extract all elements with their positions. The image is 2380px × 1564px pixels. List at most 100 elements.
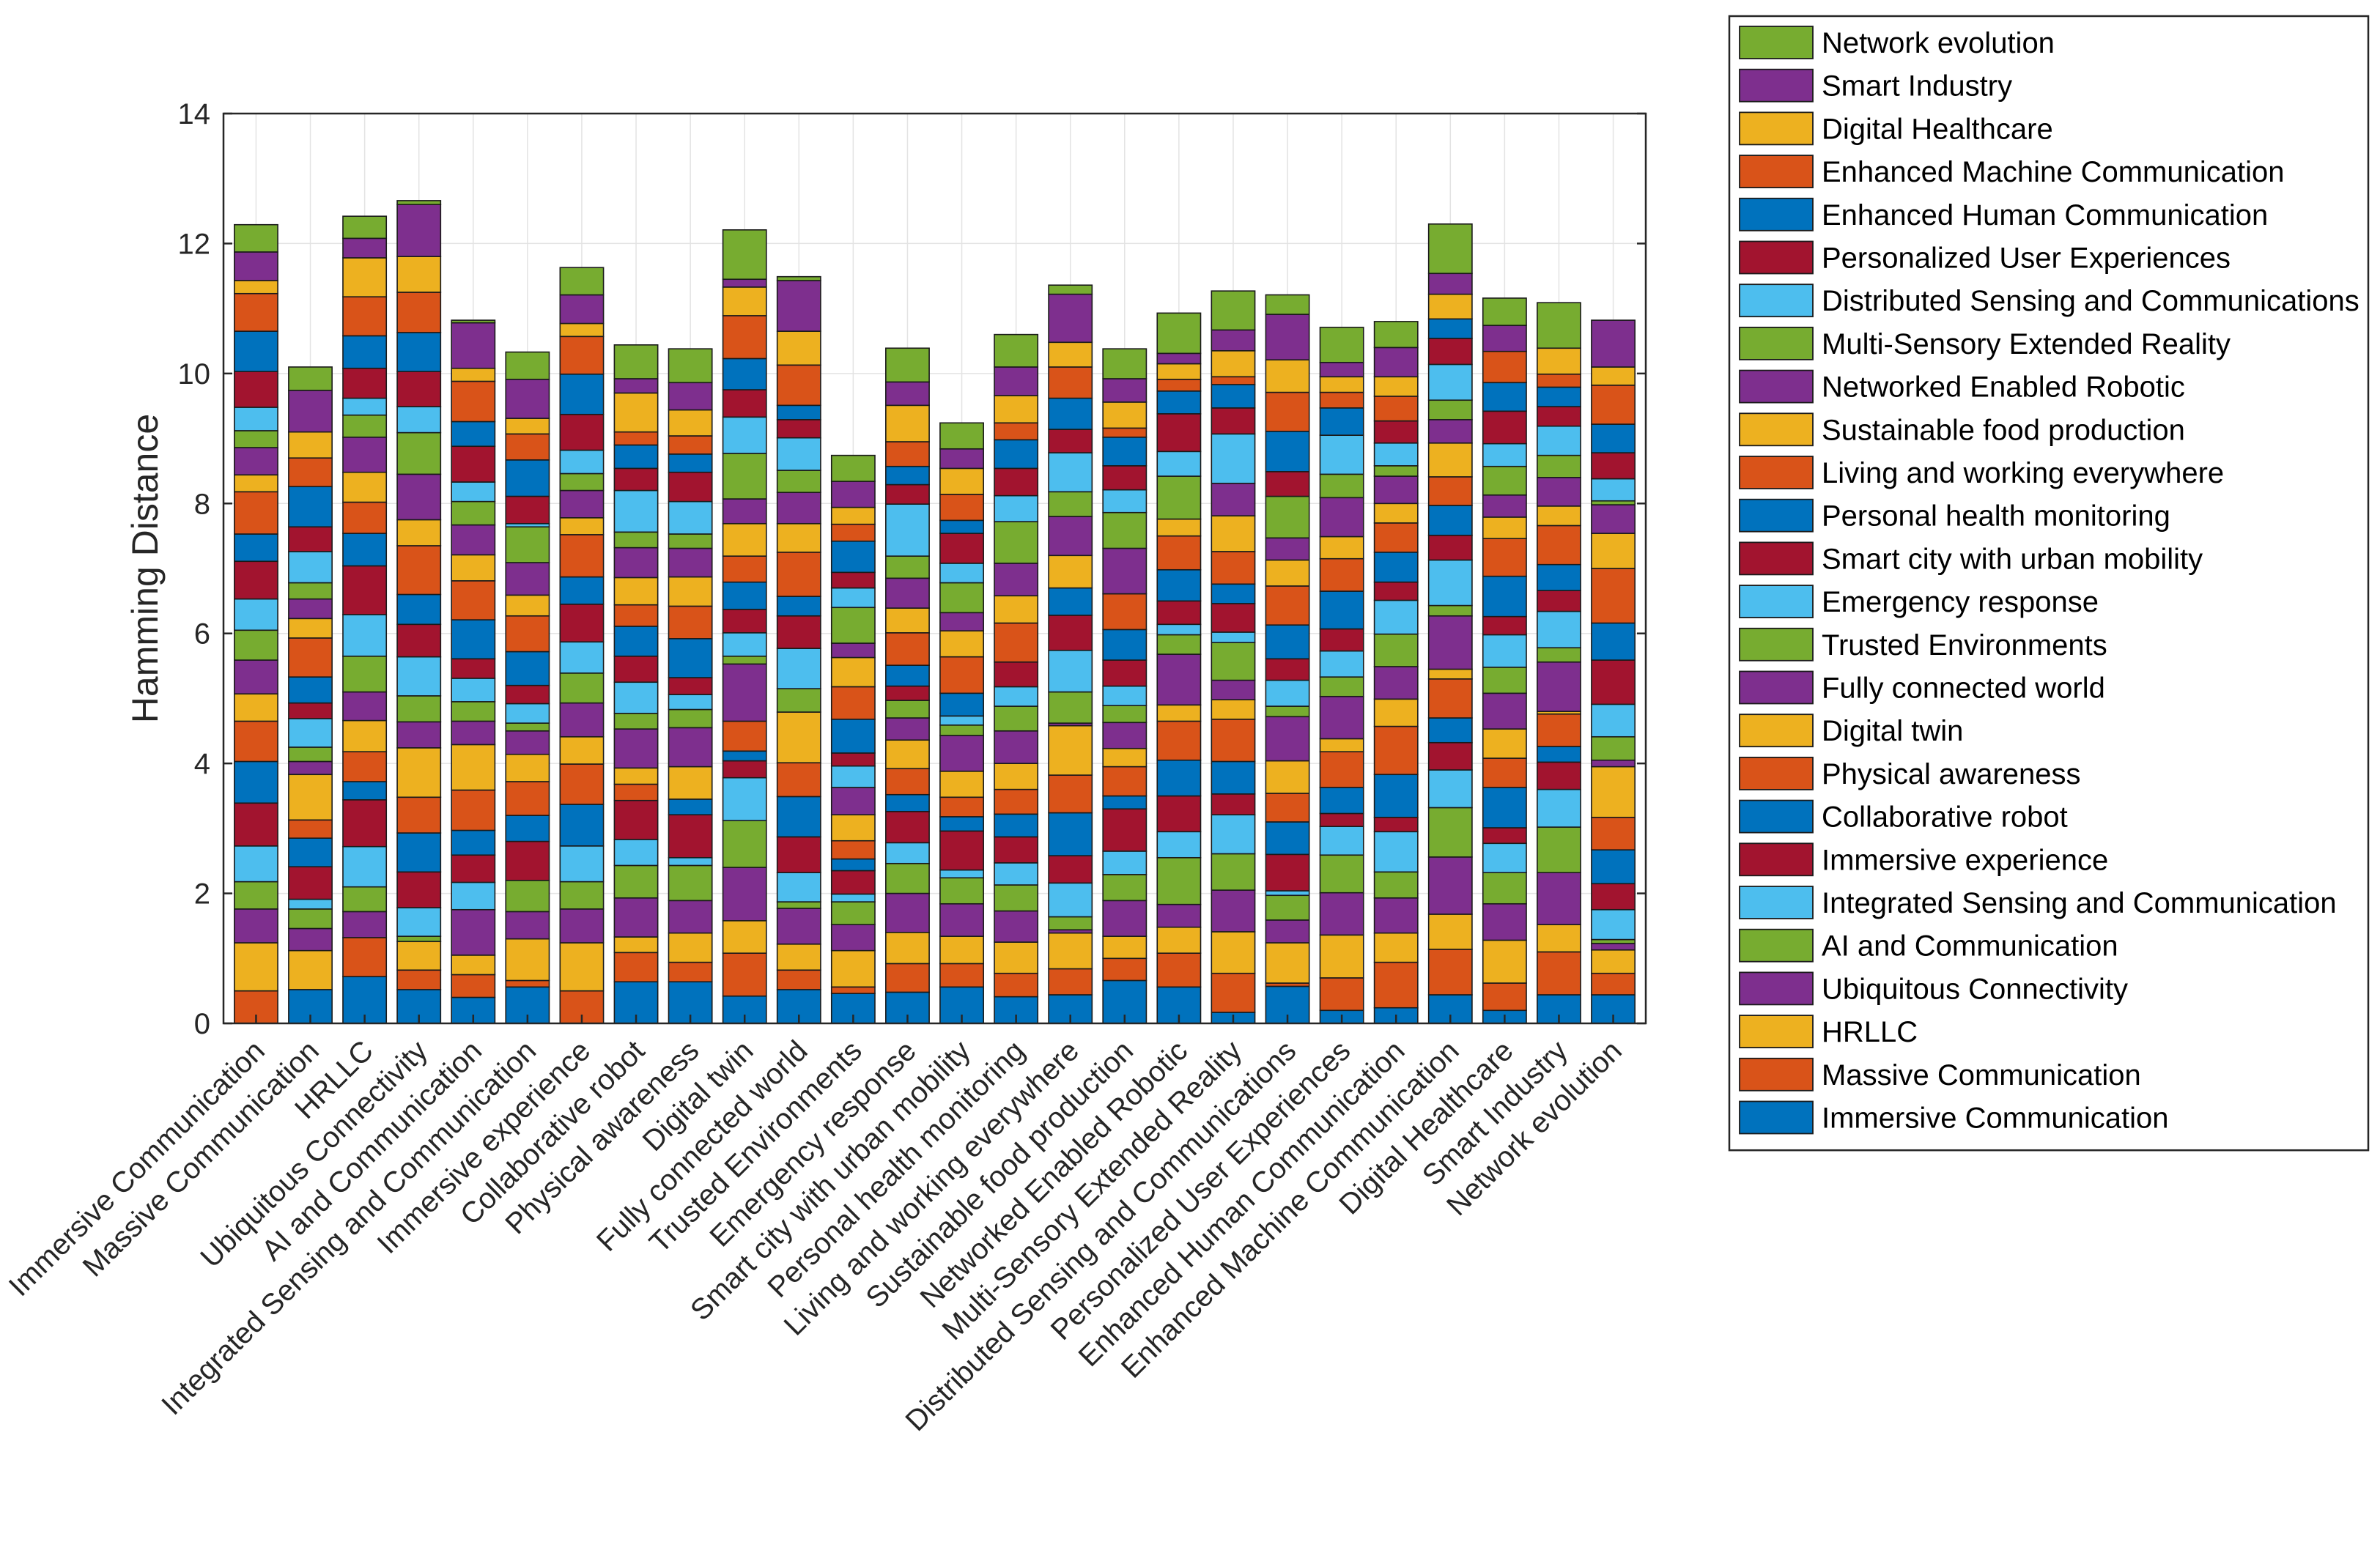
bar-segment [722,820,767,868]
bar-segment [1211,642,1256,681]
bar-segment [1482,494,1527,518]
bar-stack [1211,290,1256,1024]
bar-stack [1591,319,1636,1024]
bar-segment [288,486,333,528]
bar-segment [613,546,659,579]
bar-segment [668,576,713,607]
bar-segment [994,884,1039,912]
bar-segment [939,519,984,534]
bar-segment [559,804,605,847]
bar-segment [613,952,659,983]
bar-segment [668,864,713,902]
legend-item: Personalized User Experiences [1739,240,2231,275]
bar-segment [1591,533,1636,569]
bar-segment [1591,943,1636,951]
bar-segment [1156,390,1202,415]
bar-segment [994,705,1039,732]
bar-segment [885,503,930,557]
bar-segment [885,862,930,894]
legend-item: Distributed Sensing and Communications [1739,283,2359,317]
bar-segment [1265,431,1310,472]
bar-segment [1048,555,1093,589]
bar-segment [1482,350,1527,384]
bar-segment [505,562,550,596]
bar-segment [234,629,278,661]
bar-segment [288,702,333,719]
bar-segment [613,626,659,657]
bar-segment [1427,559,1473,607]
bar-segment [1048,516,1093,557]
bar-segment [1048,293,1093,344]
bar-segment [396,593,442,626]
bar-segment [1102,348,1148,379]
legend-label: Distributed Sensing and Communications [1822,285,2359,317]
bar-segment [342,691,388,722]
bar-segment [1319,977,1364,1012]
bar-segment [994,333,1039,368]
bar-segment [1427,856,1473,915]
bar-segment [1102,659,1148,687]
bar-segment [234,533,278,563]
bar-segment [559,322,605,338]
bar-segment [994,467,1039,497]
y-axis: 0 2 4 6 8 10 12 14 [178,98,1646,1040]
bar-segment [1591,703,1636,738]
bar-segment [1373,666,1419,700]
legend-swatch [1739,498,1814,533]
bar-segment [1591,972,1636,996]
bar-segment [722,750,767,762]
bar-segment [1048,724,1093,776]
legend-label: Physical awareness [1822,758,2081,790]
bar-segment [505,781,550,816]
bar-segment [1319,376,1364,393]
bar-segment [234,560,278,600]
bar-segment [1537,302,1581,349]
bar-segment [1482,538,1527,577]
bar-segment [830,893,876,903]
bar-segment [1156,379,1202,392]
bar-segment [1048,882,1093,918]
bar-segment [776,275,821,281]
bar-segment [1427,913,1473,950]
bar-stack [939,422,984,1024]
bar-segment [342,565,388,615]
y-tick-label: 0 [194,1008,210,1040]
legend-item: Digital twin [1739,714,1963,747]
legend-item: Smart city with urban mobility [1739,541,2203,575]
bar-segment [613,681,659,714]
bar-segment [288,618,333,639]
legend-item: Integrated Sensing and Communication [1739,886,2337,919]
bar-segment [1373,522,1419,553]
bar-segment [776,969,821,990]
bar-segment [668,638,713,678]
bar-segment [613,897,659,938]
legend-swatch [1739,456,1814,489]
bar-segment [830,587,876,609]
bar-segment [939,816,984,832]
plot-frame [222,112,1647,1025]
legend-label: HRLLC [1822,1016,1918,1048]
bar-stack [288,366,333,1024]
bar-segment [939,735,984,772]
bar-segment [1537,761,1581,790]
bar-segment [234,223,278,253]
bar-segment [1482,667,1527,694]
bar-segment [1211,699,1256,720]
bar-segment [1102,685,1148,706]
bar-segment [722,498,767,525]
bar-segment [234,802,278,847]
bar-segment [1591,366,1636,386]
legend-item: Sustainable food production [1739,412,2185,446]
bar-segment [668,727,713,768]
bar-segment [342,397,388,416]
legend-swatch [1739,670,1814,705]
bar-segment [451,789,496,831]
bar-segment [288,676,333,704]
bar-segment [1156,413,1202,453]
bar-segment [1211,384,1256,409]
bar-segment [722,522,767,557]
bar-segment [396,406,442,434]
bar-segment [1591,385,1636,425]
bar-segment [559,576,605,605]
